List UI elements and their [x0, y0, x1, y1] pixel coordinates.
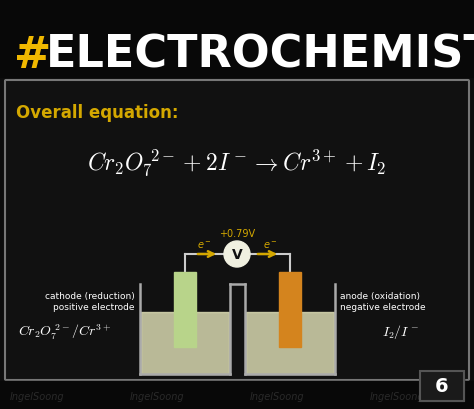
Text: 6: 6	[435, 377, 449, 396]
Bar	[174, 272, 196, 347]
Text: IngelSoong: IngelSoong	[245, 115, 300, 125]
Text: $Cr_2O_7^{\ 2-}/Cr^{3+}$: $Cr_2O_7^{\ 2-}/Cr^{3+}$	[18, 321, 111, 341]
Text: $e^-$: $e^-$	[197, 240, 212, 251]
Text: IngelSoong: IngelSoong	[365, 115, 419, 125]
Text: IngelSoong: IngelSoong	[10, 329, 64, 339]
Bar	[141, 312, 229, 374]
Text: IngelSoong: IngelSoong	[245, 389, 300, 399]
Text: IngelSoong: IngelSoong	[125, 115, 180, 125]
Text: IngelSoong: IngelSoong	[10, 8, 64, 18]
Text: IngelSoong: IngelSoong	[365, 270, 419, 279]
Text: IngelSoong: IngelSoong	[245, 329, 300, 339]
Text: IngelSoong: IngelSoong	[365, 389, 419, 399]
Text: $I_2/I^-$: $I_2/I^-$	[382, 322, 419, 340]
Text: IngelSoong: IngelSoong	[245, 164, 300, 175]
Text: IngelSoong: IngelSoong	[125, 164, 180, 175]
Text: IngelSoong: IngelSoong	[125, 8, 180, 18]
Text: $Cr_2O_7^{\ 2-} + 2I^- \rightarrow Cr^{3+} + I_2$: $Cr_2O_7^{\ 2-} + 2I^- \rightarrow Cr^{3…	[87, 147, 387, 178]
Text: #: #	[14, 34, 51, 76]
Bar	[246, 312, 334, 374]
Circle shape	[224, 241, 250, 267]
Text: IngelSoong: IngelSoong	[130, 391, 185, 401]
Text: IngelSoong: IngelSoong	[125, 270, 180, 279]
FancyBboxPatch shape	[5, 81, 469, 380]
Text: IngelSoong: IngelSoong	[245, 214, 300, 225]
Text: IngelSoong: IngelSoong	[370, 391, 425, 401]
Text: IngelSoong: IngelSoong	[245, 270, 300, 279]
Text: cathode (reduction): cathode (reduction)	[45, 291, 135, 300]
Text: IngelSoong: IngelSoong	[10, 32, 64, 42]
Text: IngelSoong: IngelSoong	[365, 8, 419, 18]
Text: IngelSoong: IngelSoong	[10, 391, 64, 401]
Text: IngelSoong: IngelSoong	[10, 115, 64, 125]
Text: positive electrode: positive electrode	[54, 302, 135, 311]
Text: +0.79V: +0.79V	[219, 229, 255, 238]
Text: IngelSoong: IngelSoong	[365, 32, 419, 42]
Text: IngelSoong: IngelSoong	[365, 164, 419, 175]
Text: IngelSoong: IngelSoong	[10, 214, 64, 225]
Text: IngelSoong: IngelSoong	[365, 214, 419, 225]
Text: IngelSoong: IngelSoong	[125, 389, 180, 399]
Text: IngelSoong: IngelSoong	[250, 391, 305, 401]
Text: IngelSoong: IngelSoong	[10, 389, 64, 399]
Text: $e^-$: $e^-$	[263, 240, 277, 251]
Text: IngelSoong: IngelSoong	[125, 214, 180, 225]
Text: IngelSoong: IngelSoong	[245, 32, 300, 42]
Bar	[279, 272, 301, 347]
Text: IngelSoong: IngelSoong	[125, 32, 180, 42]
Text: IngelSoong: IngelSoong	[10, 164, 64, 175]
Text: ELECTROCHEMISTRY: ELECTROCHEMISTRY	[46, 34, 474, 76]
Text: Overall equation:: Overall equation:	[16, 104, 179, 122]
Text: IngelSoong: IngelSoong	[125, 329, 180, 339]
Bar	[0, 0, 474, 78]
Bar	[420, 371, 464, 401]
Text: IngelSoong: IngelSoong	[365, 329, 419, 339]
Bar	[420, 371, 464, 401]
Text: IngelSoong: IngelSoong	[245, 8, 300, 18]
Text: negative electrode: negative electrode	[340, 302, 426, 311]
Text: IngelSoong: IngelSoong	[10, 270, 64, 279]
Text: anode (oxidation): anode (oxidation)	[340, 291, 420, 300]
Bar	[0, 381, 474, 409]
Text: V: V	[232, 247, 242, 261]
